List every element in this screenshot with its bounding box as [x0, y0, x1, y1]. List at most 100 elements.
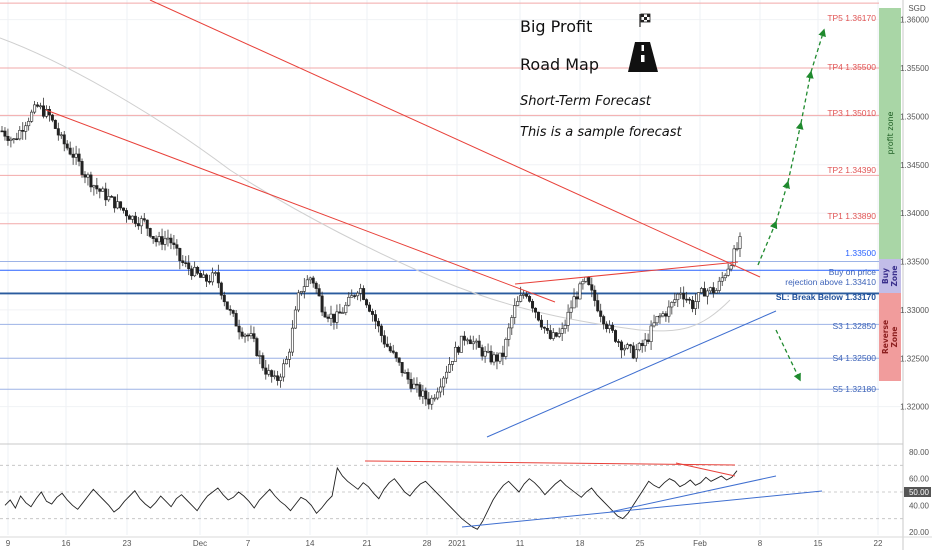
candle-body	[622, 347, 626, 351]
candle-body	[124, 210, 128, 217]
candle-body	[533, 307, 537, 313]
osc-red-trendline-b	[675, 462, 736, 477]
candle-body	[33, 104, 37, 113]
candles	[0, 97, 742, 410]
candle-body	[365, 299, 369, 306]
candle-body	[705, 290, 709, 297]
buy-zone	[879, 259, 901, 293]
candle-body	[338, 311, 342, 314]
candle-body	[519, 295, 523, 302]
short-term-forecast: Short-Term Forecast	[520, 94, 652, 109]
candle-body	[385, 343, 389, 347]
candle-body	[370, 311, 374, 315]
candle-body	[169, 237, 173, 244]
s5-label: S5 1.32180	[833, 384, 877, 394]
oscillator-line	[4, 466, 738, 530]
candle-body	[619, 341, 623, 351]
candle-body	[15, 138, 19, 140]
candle-body	[293, 309, 297, 329]
candle-body	[311, 277, 315, 284]
buy-label-1: Buy on price	[829, 267, 877, 277]
candle-body	[267, 370, 271, 375]
candle-body	[376, 320, 380, 327]
profit-zone	[879, 8, 901, 259]
candle-body	[658, 315, 662, 318]
candle-body	[670, 302, 674, 308]
candle-body	[554, 332, 558, 337]
candle-body	[255, 338, 259, 357]
candle-body	[116, 201, 120, 209]
candle-body	[412, 383, 416, 389]
candle-body	[184, 262, 188, 264]
candle-body	[213, 272, 217, 274]
candle-body	[71, 153, 75, 158]
osc-tick-label: 80.00	[909, 448, 930, 457]
sl-label: SL: Break Below 1.33170	[776, 292, 876, 302]
reverse-zone-label-1: Reverse	[881, 320, 890, 354]
trend-lines	[45, 0, 777, 438]
candle-body	[9, 138, 13, 141]
candle-body	[264, 367, 268, 375]
candle-body	[442, 377, 446, 388]
candle-body	[667, 306, 671, 317]
reverse-zone	[879, 293, 901, 381]
candle-body	[664, 313, 668, 317]
date-tick-label: 2021	[448, 539, 466, 548]
candle-body	[578, 283, 582, 300]
candle-body	[397, 357, 401, 363]
candle-body	[56, 128, 60, 136]
candle-body	[145, 219, 149, 229]
candle-body	[273, 375, 277, 378]
red-trendline-upper	[45, 109, 556, 303]
candle-body	[614, 330, 618, 342]
candle-body	[3, 130, 7, 137]
candle-body	[329, 313, 333, 319]
candle-body	[122, 207, 126, 211]
candle-body	[228, 308, 232, 311]
candle-body	[83, 174, 87, 178]
date-tick-label: 11	[516, 539, 525, 548]
candle-body	[308, 277, 312, 281]
candle-body	[486, 350, 490, 353]
candle-body	[430, 397, 434, 405]
candle-body	[89, 174, 93, 188]
candle-body	[495, 354, 499, 362]
candle-body	[661, 313, 665, 317]
candle-body	[110, 196, 114, 198]
candle-body	[465, 339, 469, 342]
candle-body	[95, 185, 99, 190]
candle-body	[41, 105, 45, 117]
right-axis-bg	[903, 0, 932, 550]
candle-body	[382, 335, 386, 345]
candle-body	[510, 317, 514, 329]
candle-body	[697, 292, 701, 302]
candle-body	[74, 153, 78, 158]
currency-label: SGD	[908, 4, 926, 13]
candle-body	[379, 325, 383, 336]
candle-body	[240, 331, 244, 337]
candle-body	[39, 105, 43, 108]
candle-body	[525, 294, 529, 297]
candle-body	[599, 310, 603, 317]
candle-body	[673, 299, 677, 303]
candle-body	[65, 143, 69, 149]
price-tick-label: 1.34000	[900, 209, 929, 218]
candle-body	[720, 277, 724, 282]
candle-body	[21, 129, 25, 132]
sample-forecast-note: This is a sample forecast	[520, 125, 682, 140]
candle-body	[151, 236, 155, 239]
candle-body	[602, 316, 606, 325]
candle-body	[608, 324, 612, 329]
candle-body	[637, 343, 641, 351]
candle-body	[187, 262, 191, 270]
price-tick-label: 1.33500	[900, 258, 929, 267]
osc-current-label: 50.00	[909, 488, 930, 497]
forecast-arrow-up	[810, 28, 826, 73]
candle-body	[317, 288, 321, 297]
red-trendline-long	[149, 0, 761, 278]
checkered-flag-icon	[639, 13, 651, 27]
candle-body	[498, 352, 502, 362]
level-lines	[0, 2, 879, 390]
candle-body	[471, 341, 475, 345]
